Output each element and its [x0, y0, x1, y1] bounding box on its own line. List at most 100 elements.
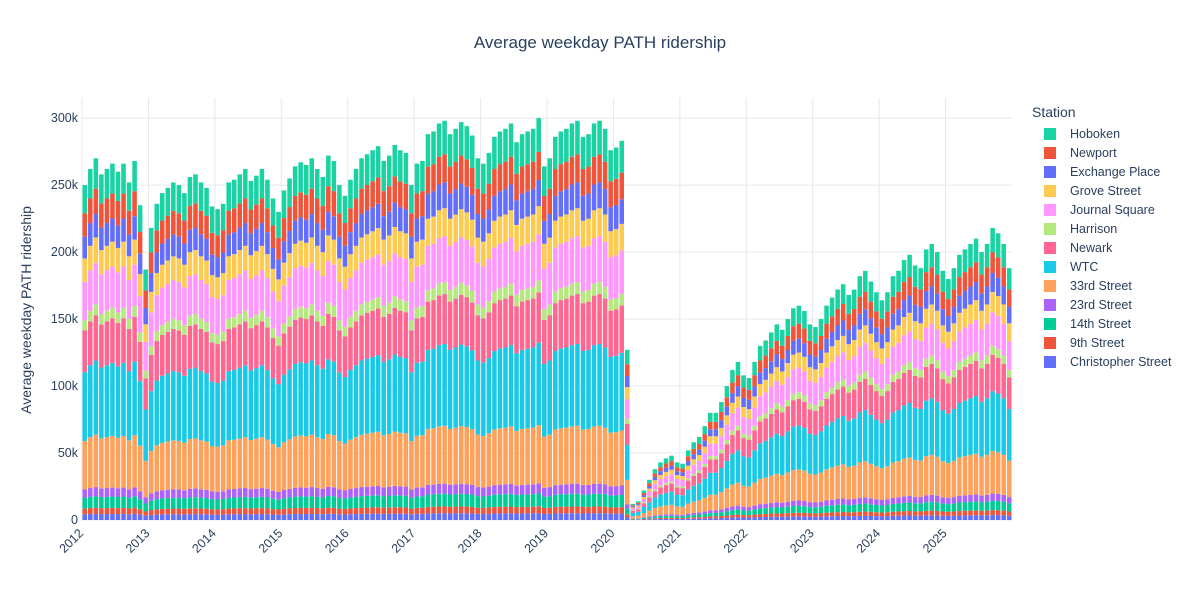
bar-segment-christopher-street[interactable] [348, 514, 353, 520]
bar-segment-exchange-place[interactable] [669, 465, 674, 470]
bar-segment-grove-street[interactable] [1006, 323, 1012, 341]
bar-segment-wtc[interactable] [386, 359, 392, 434]
bar-segment-grove-street[interactable] [519, 218, 525, 246]
bar-segment-33rd-street[interactable] [691, 501, 696, 513]
bar-segment-newark[interactable] [885, 391, 890, 420]
bar-segment-wtc[interactable] [420, 361, 425, 436]
bar-segment-harrison[interactable] [696, 470, 702, 473]
bar-segment-9th-street[interactable] [359, 507, 364, 514]
bar-segment-wtc[interactable] [874, 419, 879, 467]
bar-segment-grove-street[interactable] [907, 312, 912, 332]
bar-segment-journal-square[interactable] [553, 247, 558, 292]
bar-segment-christopher-street[interactable] [796, 516, 802, 520]
bar-segment-hoboken[interactable] [270, 198, 276, 226]
bar-segment-33rd-street[interactable] [586, 428, 591, 485]
bar-segment-newark[interactable] [121, 318, 126, 363]
bar-segment-exchange-place[interactable] [840, 320, 846, 336]
bar-segment-newark[interactable] [342, 336, 348, 378]
bar-segment-hoboken[interactable] [453, 128, 458, 162]
bar-segment-harrison[interactable] [1006, 369, 1012, 378]
bar-segment-newport[interactable] [719, 412, 724, 421]
bar-segment-hoboken[interactable] [796, 305, 802, 324]
bar-segment-9th-street[interactable] [154, 509, 159, 515]
bar-segment-newark[interactable] [375, 308, 381, 356]
bar-segment-hoboken[interactable] [375, 146, 381, 178]
bar-segment-9th-street[interactable] [475, 507, 481, 514]
bar-segment-9th-street[interactable] [780, 513, 785, 517]
bar-segment-newark[interactable] [575, 294, 580, 344]
bar-segment-harrison[interactable] [757, 416, 763, 422]
bar-segment-14th-street[interactable] [708, 512, 713, 517]
bar-segment-exchange-place[interactable] [658, 471, 663, 476]
bar-segment-14th-street[interactable] [946, 504, 951, 512]
bar-segment-grove-street[interactable] [647, 488, 652, 492]
bar-segment-newark[interactable] [1006, 377, 1012, 409]
bar-segment-grove-street[interactable] [691, 459, 696, 465]
bar-segment-14th-street[interactable] [414, 496, 420, 508]
bar-segment-newport[interactable] [431, 164, 436, 192]
bar-segment-14th-street[interactable] [486, 495, 492, 508]
bar-segment-christopher-street[interactable] [680, 519, 685, 520]
bar-segment-newport[interactable] [547, 188, 553, 214]
bar-segment-journal-square[interactable] [126, 279, 132, 319]
bar-segment-9th-street[interactable] [398, 507, 403, 514]
bar-segment-newport[interactable] [591, 156, 597, 185]
bar-segment-33rd-street[interactable] [315, 437, 320, 489]
bar-segment-exchange-place[interactable] [641, 495, 647, 497]
bar-segment-journal-square[interactable] [182, 287, 187, 326]
bar-segment-33rd-street[interactable] [375, 431, 381, 486]
bar-segment-hoboken[interactable] [403, 152, 409, 184]
bar-segment-9th-street[interactable] [990, 510, 995, 516]
bar-segment-exchange-place[interactable] [791, 340, 796, 355]
bar-segment-newark[interactable] [813, 410, 818, 435]
bar-segment-grove-street[interactable] [802, 356, 807, 372]
bar-segment-christopher-street[interactable] [564, 513, 569, 520]
bar-segment-journal-square[interactable] [896, 342, 901, 372]
bar-segment-newark[interactable] [984, 363, 990, 399]
bar-segment-exchange-place[interactable] [608, 207, 613, 232]
bar-segment-christopher-street[interactable] [464, 513, 469, 520]
bar-segment-newport[interactable] [519, 166, 525, 194]
bar-segment-33rd-street[interactable] [420, 435, 425, 488]
bar-segment-14th-street[interactable] [674, 516, 680, 519]
bar-segment-harrison[interactable] [337, 320, 342, 331]
bar-segment-newark[interactable] [259, 321, 265, 366]
bar-segment-journal-square[interactable] [353, 270, 359, 311]
bar-segment-newark[interactable] [160, 334, 165, 376]
bar-segment-23rd-street[interactable] [713, 510, 719, 513]
bar-segment-wtc[interactable] [337, 372, 342, 441]
bar-segment-23rd-street[interactable] [763, 503, 768, 509]
bar-segment-exchange-place[interactable] [863, 309, 868, 326]
bar-segment-14th-street[interactable] [121, 496, 126, 508]
bar-segment-wtc[interactable] [530, 347, 536, 428]
bar-segment-journal-square[interactable] [874, 358, 879, 385]
bar-segment-harrison[interactable] [846, 385, 851, 393]
bar-segment-newport[interactable] [409, 213, 414, 237]
bar-segment-14th-street[interactable] [829, 505, 835, 513]
bar-segment-journal-square[interactable] [331, 264, 337, 307]
bar-segment-grove-street[interactable] [818, 363, 824, 378]
bar-segment-23rd-street[interactable] [198, 489, 204, 498]
bar-segment-exchange-place[interactable] [148, 272, 154, 292]
bar-segment-hoboken[interactable] [923, 249, 929, 273]
bar-segment-14th-street[interactable] [741, 510, 746, 516]
bar-segment-23rd-street[interactable] [137, 491, 143, 500]
bar-segment-journal-square[interactable] [171, 279, 176, 319]
bar-segment-33rd-street[interactable] [669, 504, 674, 515]
bar-segment-33rd-street[interactable] [126, 440, 132, 490]
bar-segment-christopher-street[interactable] [868, 515, 874, 520]
bar-segment-christopher-street[interactable] [835, 516, 840, 520]
bar-segment-harrison[interactable] [193, 314, 198, 325]
bar-segment-journal-square[interactable] [420, 264, 425, 307]
bar-segment-23rd-street[interactable] [608, 486, 613, 496]
bar-segment-9th-street[interactable] [121, 507, 126, 514]
bar-segment-exchange-place[interactable] [564, 189, 569, 215]
bar-segment-23rd-street[interactable] [857, 497, 863, 504]
bar-segment-christopher-street[interactable] [231, 514, 237, 520]
bar-segment-23rd-street[interactable] [735, 505, 741, 510]
bar-segment-wtc[interactable] [220, 380, 226, 446]
bar-segment-exchange-place[interactable] [248, 233, 254, 256]
bar-segment-harrison[interactable] [575, 282, 580, 295]
bar-segment-newark[interactable] [912, 375, 918, 408]
bar-segment-grove-street[interactable] [470, 219, 475, 247]
